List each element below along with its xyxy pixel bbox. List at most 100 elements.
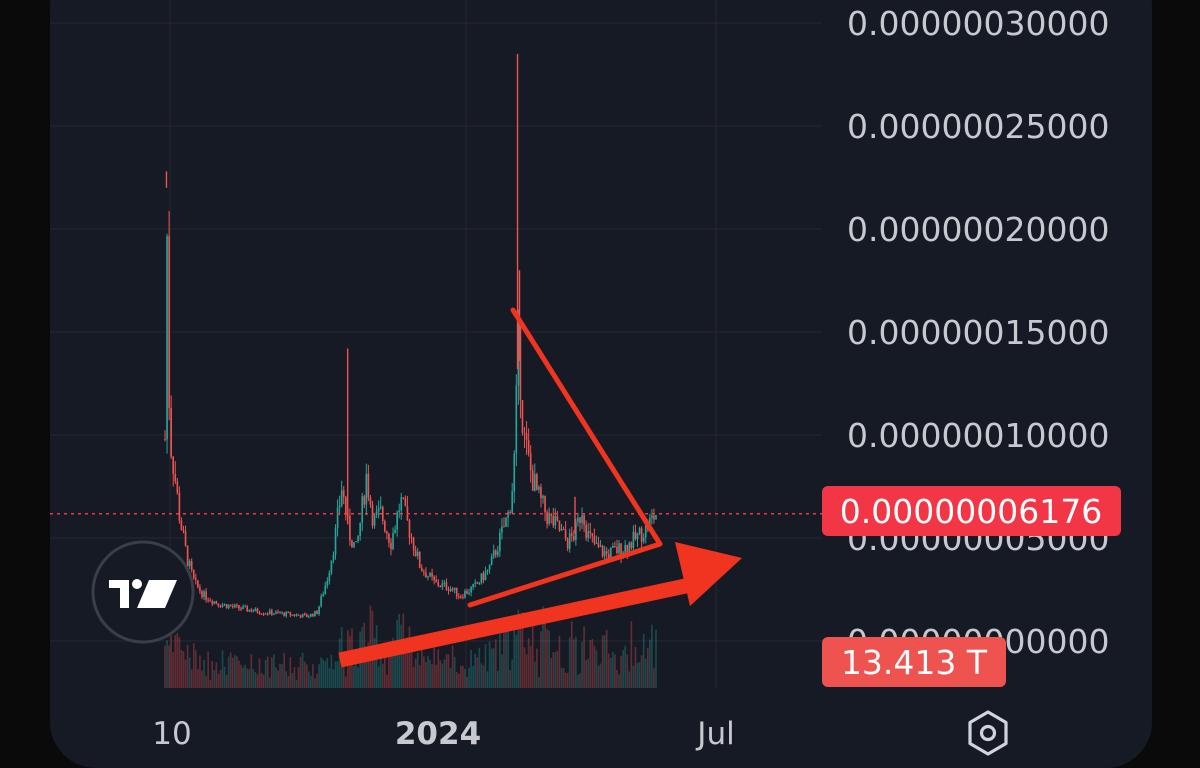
candle-body bbox=[262, 613, 265, 615]
volume-bar bbox=[338, 638, 341, 688]
volume-bar bbox=[273, 654, 275, 688]
candle-body bbox=[443, 582, 446, 584]
volume-bar bbox=[334, 661, 337, 688]
candle-body bbox=[215, 601, 218, 604]
candle-body bbox=[221, 604, 224, 607]
candle-body bbox=[478, 582, 481, 584]
candle-body bbox=[398, 510, 401, 513]
candle-body bbox=[423, 571, 425, 573]
volume-bar bbox=[307, 671, 310, 688]
volume-bar bbox=[365, 646, 368, 688]
candle-body bbox=[365, 473, 368, 505]
candle-body bbox=[501, 526, 503, 533]
candle-body bbox=[412, 537, 415, 551]
volume-bar bbox=[330, 654, 333, 688]
time-tick-label: 2024 bbox=[395, 716, 481, 752]
candle-body bbox=[554, 516, 557, 526]
candle-body bbox=[381, 507, 384, 522]
candle-body bbox=[513, 453, 516, 492]
price-tick-label: 0.00000030000 bbox=[847, 4, 1109, 43]
candle-body bbox=[334, 528, 337, 555]
volume-bar bbox=[234, 655, 236, 688]
candle-body bbox=[363, 496, 366, 505]
candle-body bbox=[427, 576, 429, 578]
candle-body bbox=[499, 532, 501, 552]
candle-body bbox=[472, 584, 474, 588]
volume-bar bbox=[507, 628, 509, 688]
volume-bar bbox=[577, 674, 579, 688]
candle-body bbox=[614, 546, 616, 548]
candle-body bbox=[188, 561, 191, 567]
tradingview-logo[interactable] bbox=[91, 540, 195, 644]
candle-body bbox=[531, 470, 534, 491]
volume-bar bbox=[462, 665, 464, 688]
volume-bar bbox=[217, 673, 220, 688]
volume-bar bbox=[435, 664, 437, 688]
candle-body bbox=[420, 567, 423, 572]
chart-panel[interactable]: 0.00000030000 0.00000025000 0.00000020000 0… bbox=[50, 0, 1152, 768]
candle-body bbox=[609, 547, 612, 559]
candle-body bbox=[164, 439, 166, 441]
candle-body bbox=[287, 612, 290, 614]
volume-bar bbox=[316, 673, 318, 688]
volume-bar bbox=[525, 654, 528, 688]
volume-bar bbox=[439, 660, 442, 688]
candle-body bbox=[303, 614, 306, 616]
time-axis[interactable]: 10 2024 Jul bbox=[152, 716, 734, 752]
candle-body bbox=[587, 531, 590, 538]
volume-bar bbox=[431, 664, 433, 688]
volume-bar bbox=[279, 663, 281, 688]
volume-bar bbox=[655, 629, 657, 688]
volume-bar bbox=[211, 660, 214, 688]
volume-bar bbox=[579, 673, 581, 688]
candle-body bbox=[279, 612, 281, 614]
candle-body bbox=[552, 515, 555, 526]
candle-body bbox=[236, 604, 238, 606]
volume-bar bbox=[236, 656, 238, 688]
price-tick-label: 0.00000010000 bbox=[847, 416, 1109, 455]
volume-bar bbox=[180, 650, 183, 688]
volume-bar bbox=[186, 644, 189, 688]
volume-bar bbox=[332, 669, 335, 688]
volume-bar bbox=[531, 613, 534, 688]
candle-body bbox=[612, 546, 614, 548]
volume-bar bbox=[451, 645, 454, 688]
candle-body bbox=[305, 614, 308, 618]
volume-bar bbox=[299, 656, 302, 688]
volume-bar bbox=[564, 672, 567, 688]
volume-bar bbox=[449, 668, 452, 688]
candle-body bbox=[361, 496, 364, 523]
candle-body bbox=[328, 572, 331, 581]
candle-body bbox=[620, 543, 622, 557]
candle-body bbox=[655, 515, 657, 520]
candle-body bbox=[517, 320, 520, 386]
volume-bar bbox=[503, 627, 505, 688]
volume-bar bbox=[597, 665, 600, 688]
volume-bar bbox=[501, 654, 503, 688]
volume-bar bbox=[546, 629, 548, 688]
candle-body bbox=[388, 533, 390, 543]
volume-bar bbox=[636, 663, 639, 688]
candle-body bbox=[431, 572, 433, 577]
price-axis[interactable]: 0.00000030000 0.00000025000 0.00000020000 0… bbox=[847, 4, 1109, 661]
candle-body bbox=[585, 524, 587, 538]
volume-bar bbox=[453, 656, 456, 688]
candle-body bbox=[480, 573, 483, 583]
candle-body bbox=[486, 569, 489, 572]
candle-body bbox=[349, 515, 351, 541]
volume-bar bbox=[562, 668, 565, 688]
candle-body bbox=[628, 542, 631, 553]
volume-bar bbox=[164, 645, 166, 688]
price-chart[interactable]: 0.00000030000 0.00000025000 0.00000020000 0… bbox=[50, 0, 1152, 768]
volume-bar bbox=[509, 670, 511, 688]
volume-bar bbox=[423, 656, 425, 688]
candle-body bbox=[511, 491, 514, 514]
volume-bar bbox=[192, 643, 195, 688]
volume-bar bbox=[295, 679, 298, 688]
volume-bar bbox=[464, 668, 466, 688]
volume-bar bbox=[470, 649, 472, 688]
candle-body bbox=[392, 532, 394, 550]
candle-body bbox=[353, 542, 355, 548]
chart-settings-icon[interactable] bbox=[968, 710, 1008, 756]
candle-body bbox=[342, 490, 345, 497]
